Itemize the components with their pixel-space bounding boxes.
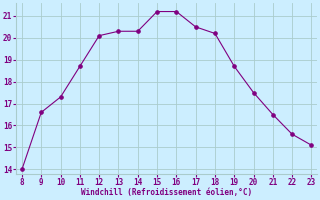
X-axis label: Windchill (Refroidissement éolien,°C): Windchill (Refroidissement éolien,°C) [81, 188, 252, 197]
